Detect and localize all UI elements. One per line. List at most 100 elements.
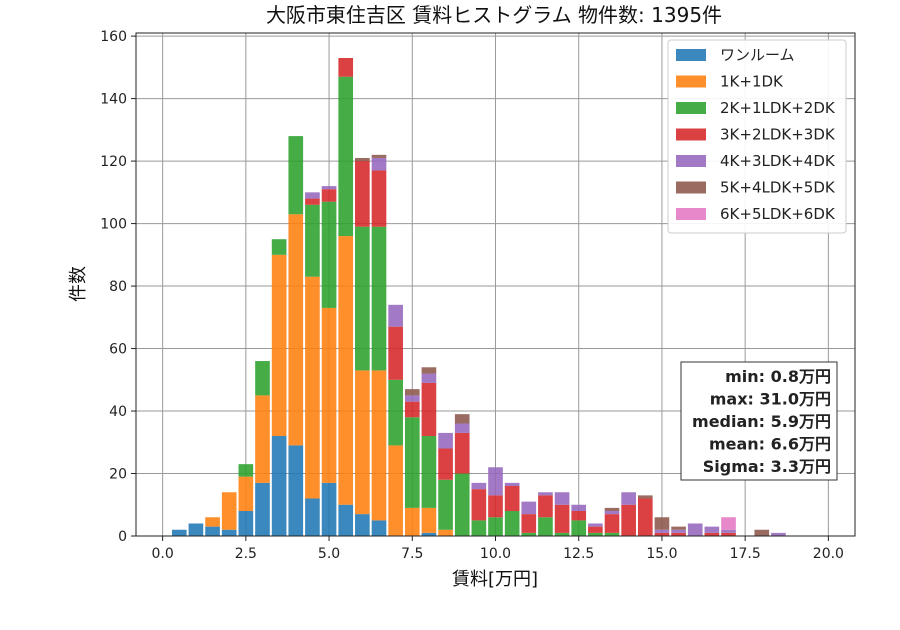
bar-series-2-bin-21 xyxy=(521,532,537,536)
legend-label: ワンルーム xyxy=(720,46,795,64)
bar-series-4-bin-24 xyxy=(571,504,587,512)
bar-series-3-bin-24 xyxy=(571,511,587,521)
legend-swatch xyxy=(676,102,706,114)
legend: ワンルーム 1K+1DK 2K+1LDK+2DK 3K+2LDK+3DK 4K+3LDK… xyxy=(667,39,847,234)
bar-series-1-bin-9 xyxy=(321,307,337,483)
x-tick-label: 5.0 xyxy=(318,546,340,562)
bar-series-4-bin-12 xyxy=(371,157,387,171)
bar-series-1-bin-3 xyxy=(221,492,237,530)
legend-swatch xyxy=(676,181,706,194)
bar-series-1-bin-5 xyxy=(255,395,270,483)
bar-series-0-bin-9 xyxy=(321,482,337,536)
bar-series-2-bin-4 xyxy=(238,464,254,477)
bar-series-3-bin-27 xyxy=(621,504,636,536)
bar-series-2-bin-7 xyxy=(288,136,304,215)
bar-series-3-bin-28 xyxy=(637,498,653,536)
chart-title: 大阪市東住吉区 賃料ヒストグラム 物件数: 1395件 xyxy=(266,3,722,27)
bar-series-2-bin-17 xyxy=(454,473,470,536)
bar-series-2-bin-23 xyxy=(554,532,570,536)
bar-series-6-bin-33 xyxy=(721,517,736,530)
bar-series-4-bin-9 xyxy=(321,186,337,190)
bar-series-3-bin-23 xyxy=(554,504,570,533)
bar-series-5-bin-29 xyxy=(654,517,670,530)
bar-series-3-bin-10 xyxy=(338,57,354,77)
bar-series-3-bin-16 xyxy=(438,448,453,480)
bar-series-3-bin-20 xyxy=(504,486,520,511)
y-tick-label: 160 xyxy=(100,29,127,45)
bar-series-5-bin-12 xyxy=(371,154,387,158)
bar-series-1-bin-7 xyxy=(288,214,304,446)
bar-series-1-bin-15 xyxy=(421,507,437,533)
bar-series-4-bin-22 xyxy=(538,492,553,496)
bar-series-5-bin-11 xyxy=(355,157,370,162)
x-tick-label: 17.5 xyxy=(730,546,761,562)
y-tick-label: 40 xyxy=(109,404,127,420)
y-tick-label: 80 xyxy=(109,279,127,295)
bar-series-0-bin-11 xyxy=(355,514,370,536)
bar-series-1-bin-2 xyxy=(205,517,220,527)
bar-series-0-bin-4 xyxy=(238,511,254,536)
legend-label: 1K+1DK xyxy=(720,73,784,91)
bar-series-4-bin-29 xyxy=(654,529,670,533)
bar-series-4-bin-25 xyxy=(588,523,603,527)
bar-series-2-bin-14 xyxy=(404,417,420,508)
x-tick-label: 15.0 xyxy=(646,546,677,562)
legend-box xyxy=(667,39,847,234)
y-tick-label: 0 xyxy=(118,529,127,545)
bar-series-1-bin-14 xyxy=(404,507,420,536)
bar-series-0-bin-12 xyxy=(371,520,387,536)
stats-frame xyxy=(680,361,838,481)
bar-series-4-bin-17 xyxy=(454,423,470,433)
x-tick-label: 7.5 xyxy=(401,546,423,562)
bar-series-0-bin-1 xyxy=(188,523,204,536)
bar-series-2-bin-18 xyxy=(471,520,487,536)
bar-series-4-bin-36 xyxy=(771,532,786,536)
bar-series-2-bin-10 xyxy=(338,76,354,237)
bar-series-2-bin-9 xyxy=(321,201,337,308)
y-axis-label: 件数 xyxy=(68,266,89,302)
bar-series-5-bin-28 xyxy=(637,495,653,499)
x-tick-label: 10.0 xyxy=(480,546,511,562)
bar-series-4-bin-26 xyxy=(604,511,620,515)
bar-series-2-bin-15 xyxy=(421,436,437,508)
bar-series-4-bin-15 xyxy=(421,373,437,383)
bar-series-2-bin-11 xyxy=(355,226,370,371)
bar-series-0-bin-15 xyxy=(421,532,437,536)
bar-series-1-bin-6 xyxy=(271,254,287,437)
bar-series-2-bin-5 xyxy=(255,361,270,396)
bar-series-1-bin-8 xyxy=(305,276,320,499)
bar-series-3-bin-11 xyxy=(355,161,370,227)
bar-series-3-bin-29 xyxy=(654,532,670,536)
x-axis-label: 賃料[万円] xyxy=(452,569,538,590)
legend-label: 3K+2LDK+3DK xyxy=(720,126,836,144)
x-tick-label: 20.0 xyxy=(813,546,844,562)
bar-series-2-bin-20 xyxy=(504,511,520,536)
bar-series-3-bin-8 xyxy=(305,198,320,205)
bar-series-4-bin-16 xyxy=(438,432,453,449)
bar-series-4-bin-13 xyxy=(388,304,403,327)
bar-series-0-bin-0 xyxy=(171,529,187,536)
bar-series-0-bin-6 xyxy=(271,436,287,536)
bar-series-3-bin-26 xyxy=(604,514,620,533)
legend-label: 4K+3LDK+4DK xyxy=(720,152,836,170)
bar-series-3-bin-19 xyxy=(488,495,503,518)
bar-series-2-bin-6 xyxy=(271,239,287,255)
bar-series-3-bin-12 xyxy=(371,170,387,227)
bar-series-1-bin-11 xyxy=(355,370,370,515)
bar-series-2-bin-22 xyxy=(538,517,553,536)
bar-series-2-bin-19 xyxy=(488,517,503,536)
bar-series-2-bin-8 xyxy=(305,204,320,277)
bar-series-1-bin-4 xyxy=(238,476,254,512)
stats-line: max: 31.0万円 xyxy=(710,390,831,409)
bar-series-5-bin-17 xyxy=(454,414,470,424)
bar-series-2-bin-13 xyxy=(388,379,403,446)
bar-series-0-bin-3 xyxy=(221,529,237,536)
legend-label: 2K+1LDK+2DK xyxy=(720,99,836,117)
bar-series-1-bin-13 xyxy=(388,445,403,536)
y-tick-label: 120 xyxy=(100,154,127,170)
bar-series-3-bin-25 xyxy=(588,526,603,533)
bar-series-2-bin-16 xyxy=(438,479,453,530)
bar-series-2-bin-26 xyxy=(604,532,620,536)
bar-series-5-bin-35 xyxy=(754,529,770,536)
